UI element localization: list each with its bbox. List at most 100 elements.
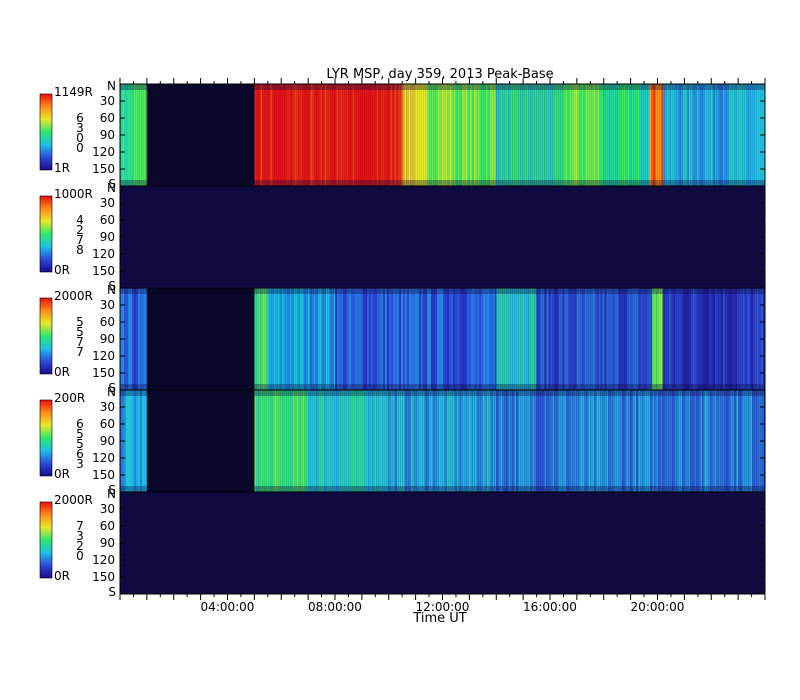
emission-streak [756, 84, 759, 186]
emission-streak [351, 288, 353, 390]
y-tick-label: 150 [92, 366, 115, 380]
x-axis: 04:00:00 08:00:00 12:00:00 16:00:00 20:00:00 [119, 78, 766, 614]
emission-streak [360, 390, 363, 492]
emission-streak [314, 390, 317, 492]
emission-streak [410, 390, 413, 492]
emission-streak [486, 390, 489, 492]
segment-edge-shade [402, 84, 416, 90]
emission-streak [463, 288, 465, 390]
emission-streak [414, 390, 417, 492]
emission-streak [439, 84, 442, 186]
emission-streak [722, 84, 725, 186]
emission-streak [452, 390, 455, 492]
emission-streak [356, 84, 359, 186]
emission-streak [496, 390, 499, 492]
emission-streak [332, 84, 335, 186]
emission-streak [700, 390, 703, 492]
emission-streak [585, 84, 588, 186]
emission-streak [388, 84, 391, 186]
emission-streak [688, 84, 691, 186]
emission-streak [266, 84, 269, 186]
emission-streak [495, 288, 497, 390]
emission-streak [560, 390, 563, 492]
emission-streak [564, 288, 567, 390]
emission-streak [738, 84, 741, 186]
emission-streak [620, 288, 623, 390]
emission-streak [651, 84, 654, 186]
emission-streak [318, 390, 321, 492]
emission-streak [506, 84, 509, 186]
colorbar-min-label: 0R [54, 365, 70, 379]
emission-streak [510, 288, 513, 390]
emission-streak [592, 288, 595, 390]
emission-streak [316, 390, 319, 492]
emission-streak [287, 288, 290, 390]
emission-streak [704, 390, 707, 492]
emission-streak [516, 390, 519, 492]
emission-streak [552, 288, 555, 390]
emission-streak [437, 84, 440, 186]
emission-streak [266, 288, 268, 390]
emission-streak [320, 390, 323, 492]
emission-streak [418, 390, 421, 492]
emission-streak [728, 390, 731, 492]
emission-streak [312, 390, 315, 492]
emission-streak [450, 390, 453, 492]
emission-streak [550, 288, 553, 390]
emission-streak [646, 288, 649, 390]
emission-streak [654, 288, 657, 390]
segment-edge-shade [496, 84, 564, 90]
emission-streak [299, 288, 302, 390]
segment-edge-shade [402, 180, 416, 186]
emission-streak [524, 288, 527, 390]
emission-streak [130, 390, 132, 492]
emission-streak [514, 288, 517, 390]
emission-streak [611, 84, 614, 186]
emission-streak [391, 288, 393, 390]
emission-streak [698, 288, 701, 390]
emission-streak [136, 288, 138, 390]
emission-streak [374, 84, 377, 186]
emission-streak [514, 390, 517, 492]
emission-streak [455, 288, 457, 390]
emission-streak [740, 390, 743, 492]
emission-streak [632, 288, 635, 390]
emission-streak [608, 390, 611, 492]
emission-streak [639, 84, 642, 186]
emission-streak [260, 288, 263, 390]
emission-streak [471, 288, 473, 390]
emission-streak [562, 288, 565, 390]
emission-streak [692, 390, 695, 492]
y-tick-label: 120 [92, 349, 115, 363]
emission-streak [554, 84, 557, 186]
segment-edge-shade [662, 180, 765, 186]
segment-edge-shade [496, 384, 537, 390]
emission-streak [676, 288, 679, 390]
emission-streak [471, 84, 474, 186]
emission-streak [572, 288, 575, 390]
emission-streak [465, 84, 468, 186]
emission-streak [410, 84, 413, 186]
emission-streak [318, 84, 321, 186]
emission-streak [254, 84, 257, 186]
emission-streak [568, 288, 571, 390]
emission-streak [493, 288, 495, 390]
data-gap [146, 84, 255, 186]
emission-streak [652, 390, 655, 492]
emission-streak [641, 84, 644, 186]
emission-streak [518, 84, 521, 186]
emission-streak [408, 390, 411, 492]
y-end-label-s: S [108, 483, 116, 497]
wavelength-digit: 2 [76, 539, 84, 553]
emission-streak [706, 390, 709, 492]
emission-streak [441, 84, 444, 186]
colorbar-min-label: 0R [54, 263, 70, 277]
emission-streak [544, 84, 547, 186]
emission-streak [522, 390, 525, 492]
emission-streak [635, 84, 638, 186]
y-tick-label: 60 [100, 111, 115, 125]
emission-streak [478, 390, 481, 492]
emission-streak [566, 288, 569, 390]
emission-streak [380, 390, 383, 492]
emission-streak [732, 390, 735, 492]
